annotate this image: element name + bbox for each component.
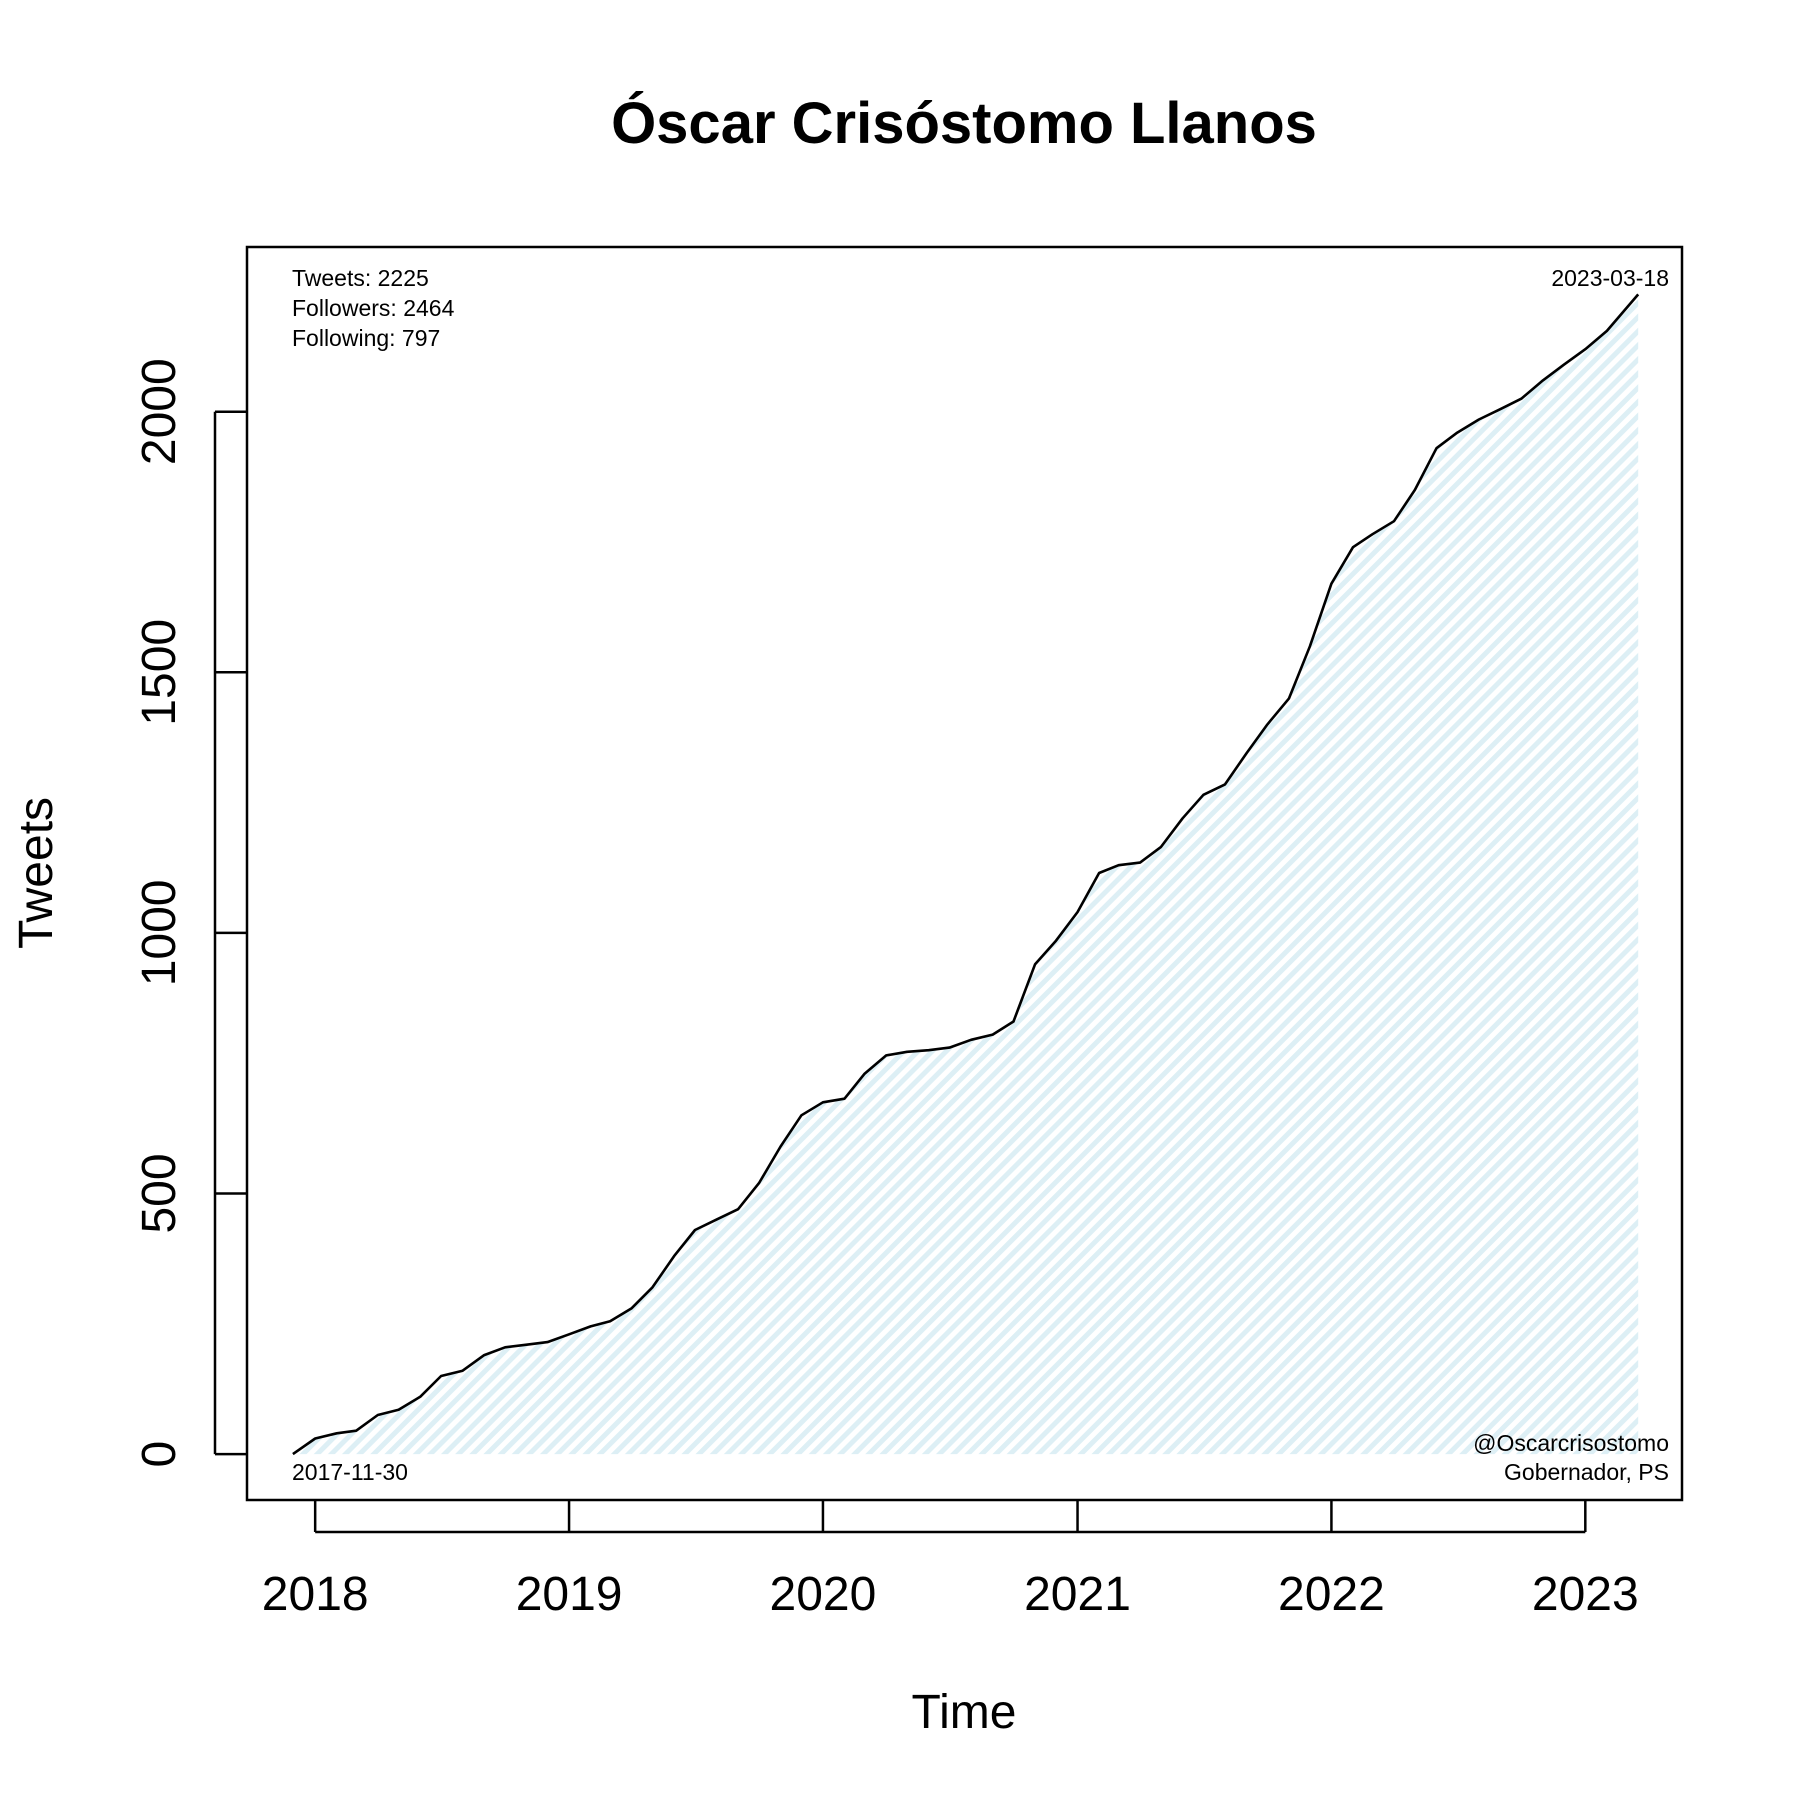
followers-count-label: Followers: 2464 — [292, 295, 455, 321]
x-tick-label: 2019 — [516, 1568, 623, 1621]
start-date-label: 2017-11-30 — [292, 1459, 408, 1485]
x-axis-label: Time — [912, 1686, 1017, 1739]
x-tick-label: 2020 — [770, 1568, 877, 1621]
y-tick-label: 2000 — [133, 358, 186, 465]
y-tick-label: 0 — [133, 1441, 186, 1468]
account-handle-label: @Oscarcrisostomo — [1473, 1430, 1669, 1456]
y-tick-label: 500 — [133, 1153, 186, 1233]
stats-annotation: Tweets: 2225 Followers: 2464 Following: … — [292, 265, 455, 351]
tweets-count-label: Tweets: 2225 — [292, 265, 429, 291]
account-role-label: Gobernador, PS — [1504, 1459, 1669, 1485]
cumulative-tweets-line — [292, 293, 1640, 1456]
y-axis-label: Tweets — [10, 797, 63, 949]
x-tick-label: 2023 — [1532, 1568, 1639, 1621]
following-count-label: Following: 797 — [292, 325, 440, 351]
end-date-label: 2023-03-18 — [1551, 265, 1669, 291]
y-tick-label: 1500 — [133, 619, 186, 726]
x-tick-label: 2018 — [262, 1568, 369, 1621]
y-tick-label: 1000 — [133, 880, 186, 987]
y-axis: 0 500 1000 1500 2000 — [133, 358, 247, 1467]
x-tick-label: 2022 — [1278, 1568, 1385, 1621]
x-tick-label: 2021 — [1024, 1568, 1131, 1621]
x-axis: 2018 2019 2020 2021 2022 2023 — [262, 1500, 1639, 1621]
chart-title: Óscar Crisóstomo Llanos — [611, 91, 1317, 156]
plot-frame — [245, 245, 1684, 1502]
cumulative-tweets-area — [292, 294, 1639, 1455]
